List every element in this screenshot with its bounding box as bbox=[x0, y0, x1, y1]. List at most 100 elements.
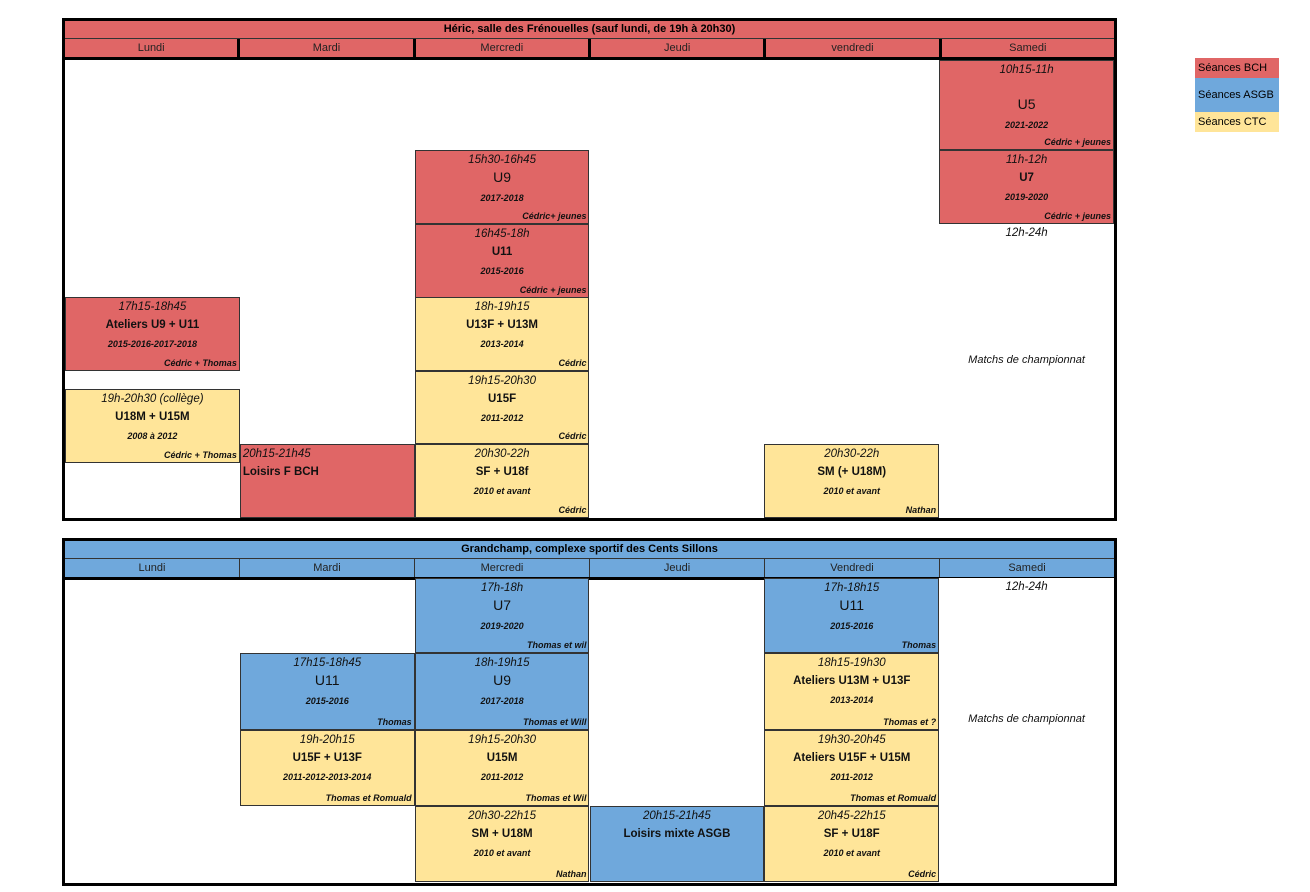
session-cell: 12h-24h Matchs de championnat bbox=[939, 578, 1114, 882]
session-cell: 19h30-20h45 Ateliers U15F + U15M 2011-2012… bbox=[764, 730, 940, 806]
session-cell: 19h-20h30 (collège) U18M + U15M 2008 à 201… bbox=[65, 389, 240, 463]
session-name: U9 bbox=[493, 672, 512, 688]
session-cell: 19h15-20h30 U15M 2011-2012 Thomas et Wil bbox=[414, 730, 590, 806]
legend-item-asgb: Séances ASGB bbox=[1195, 78, 1279, 112]
session-cell: 19h-20h15 U15F + U13F 2011-2012-2013-2014 T… bbox=[239, 730, 415, 806]
session-cell: 18h15-19h30 Ateliers U13M + U13F 2013-2014… bbox=[764, 653, 940, 730]
session-years: 2010 et avant bbox=[473, 486, 531, 496]
session-name: U18M + U15M bbox=[115, 411, 190, 423]
session-years: 2019-2020 bbox=[1005, 192, 1049, 202]
session-years: 2008 à 2012 bbox=[127, 431, 178, 441]
session-coach: Cédric + Thomas bbox=[164, 450, 237, 460]
session-name: Loisirs F BCH bbox=[242, 466, 319, 478]
session-coach: Cédric bbox=[908, 869, 937, 879]
session-years: 2011-2012 bbox=[480, 772, 524, 782]
session-years: 2013-2014 bbox=[480, 339, 524, 349]
session-coach: Nathan bbox=[555, 869, 587, 879]
session-time: 19h15-20h30 bbox=[468, 734, 536, 746]
session-note: Matchs de championnat bbox=[968, 713, 1085, 725]
session-years: 2017-2018 bbox=[480, 193, 524, 203]
session-time: 16h45-18h bbox=[474, 228, 530, 240]
session-cell: 15h30-16h45 U9 2017-2018 Cédric+ jeunes bbox=[414, 150, 590, 224]
session-cell: 17h15-18h45 U11 2015-2016 Thomas bbox=[239, 653, 415, 730]
session-time: 19h30-20h45 bbox=[817, 734, 886, 746]
session-cell: 17h-18h15 U11 2015-2016 Thomas bbox=[764, 578, 940, 653]
session-name: U13F + U13M bbox=[466, 319, 539, 331]
day-header-vendredi: Vendredi bbox=[765, 559, 940, 577]
session-time: 20h15-21h45 bbox=[242, 448, 311, 460]
day-header-mardi: Mardi bbox=[240, 39, 416, 57]
session-time: 20h45-22h15 bbox=[817, 810, 886, 822]
session-name: U15M bbox=[486, 752, 518, 764]
session-name: Ateliers U15F + U15M bbox=[793, 752, 911, 764]
session-years: 2015-2016 bbox=[305, 696, 349, 706]
session-cell: 20h15-21h45 Loisirs F BCH bbox=[239, 444, 415, 518]
session-time: 18h15-19h30 bbox=[817, 657, 886, 669]
session-time: 19h15-20h30 bbox=[468, 375, 536, 387]
session-years: 2010 et avant bbox=[823, 848, 881, 858]
session-time: 17h15-18h45 bbox=[118, 301, 187, 313]
session-time: 18h-19h15 bbox=[474, 657, 530, 669]
session-name: Loisirs mixte ASGB bbox=[623, 828, 731, 840]
session-name: SM + U18M bbox=[471, 828, 533, 840]
session-time: 20h30-22h bbox=[474, 448, 530, 460]
session-cell: 19h15-20h30 U15F 2011-2012 Cédric bbox=[414, 371, 590, 444]
session-note: Matchs de championnat bbox=[968, 354, 1085, 366]
session-name: U15F + U13F bbox=[292, 752, 362, 764]
session-cell: 20h15-21h45 Loisirs mixte ASGB bbox=[589, 806, 765, 882]
session-years: 2010 et avant bbox=[823, 486, 881, 496]
session-name: U5 bbox=[1017, 96, 1036, 112]
session-cell: 20h45-22h15 SF + U18F 2010 et avant Cédric bbox=[764, 806, 940, 882]
session-cell: 18h-19h15 U13F + U13M 2013-2014 Cédric bbox=[414, 297, 590, 371]
session-time: 15h30-16h45 bbox=[468, 154, 536, 166]
session-name: SM (+ U18M) bbox=[817, 466, 887, 478]
session-coach: Thomas et Wil bbox=[525, 793, 587, 803]
session-coach: Nathan bbox=[905, 505, 937, 515]
session-cell: 10h15-11h U5 2021-2022 Cédric + jeunes bbox=[939, 60, 1114, 150]
session-time: 17h-18h15 bbox=[824, 582, 880, 594]
session-name: SF + U18F bbox=[823, 828, 880, 840]
legend-item-bch: Séances BCH bbox=[1195, 58, 1279, 78]
session-name: U11 bbox=[314, 672, 340, 688]
session-cell: 18h-19h15 U9 2017-2018 Thomas et Will bbox=[414, 653, 590, 730]
day-header-vendredi: vendredi bbox=[766, 39, 942, 57]
session-name: U7 bbox=[1019, 172, 1034, 184]
session-time: 12h-24h bbox=[1005, 581, 1048, 593]
session-years: 2017-2018 bbox=[480, 696, 524, 706]
session-name: U15F bbox=[488, 393, 517, 405]
session-cell: 20h30-22h SF + U18f 2010 et avant Cédric bbox=[414, 444, 590, 518]
session-time: 18h-19h15 bbox=[474, 301, 530, 313]
session-coach: Thomas et Romuald bbox=[850, 793, 937, 803]
day-header-jeudi: Jeudi bbox=[591, 39, 767, 57]
table-title: Grandchamp, complexe sportif des Cents S… bbox=[65, 541, 1114, 559]
session-coach: Cédric + jeunes bbox=[519, 285, 587, 295]
session-coach: Cédric + jeunes bbox=[1044, 137, 1111, 147]
day-header-lundi: Lundi bbox=[65, 39, 241, 57]
day-header-lundi: Lundi bbox=[65, 559, 240, 577]
session-years: 2015-2016-2017-2018 bbox=[107, 339, 197, 349]
session-coach: Thomas et Will bbox=[523, 717, 587, 727]
session-coach: Thomas bbox=[377, 717, 412, 727]
session-years: 2019-2020 bbox=[480, 621, 524, 631]
session-time: 20h30-22h bbox=[824, 448, 880, 460]
day-header-samedi: Samedi bbox=[1008, 562, 1046, 574]
session-years: 2011-2012 bbox=[480, 413, 524, 423]
session-coach: Thomas et ? bbox=[883, 717, 937, 727]
session-cell: 11h-12h U7 2019-2020 Cédric + jeunes bbox=[939, 150, 1114, 224]
session-time: 17h15-18h45 bbox=[293, 657, 362, 669]
session-name: U9 bbox=[493, 169, 512, 185]
session-cell: 17h15-18h45 Ateliers U9 + U11 2015-2016-20… bbox=[65, 297, 240, 371]
session-name: SF + U18f bbox=[475, 466, 529, 478]
day-header-row: Lundi Mardi Mercredi Jeudi vendredi Samedi bbox=[65, 39, 1114, 60]
grandchamp-schedule-table: Grandchamp, complexe sportif des Cents S… bbox=[62, 538, 1117, 886]
session-time: 11h-12h bbox=[1005, 154, 1048, 166]
session-time: 17h-18h bbox=[480, 582, 524, 594]
session-years: 2010 et avant bbox=[473, 848, 531, 858]
session-time: 10h15-11h bbox=[999, 64, 1054, 76]
session-cell: 12h-24h Matchs de championnat bbox=[939, 224, 1114, 518]
day-header-mercredi: Mercredi bbox=[415, 559, 590, 577]
session-years: 2021-2022 bbox=[1005, 120, 1049, 130]
session-time: 20h30-22h15 bbox=[468, 810, 536, 822]
session-name: Ateliers U13M + U13F bbox=[793, 675, 911, 687]
legend-item-ctc: Séances CTC bbox=[1195, 112, 1279, 132]
